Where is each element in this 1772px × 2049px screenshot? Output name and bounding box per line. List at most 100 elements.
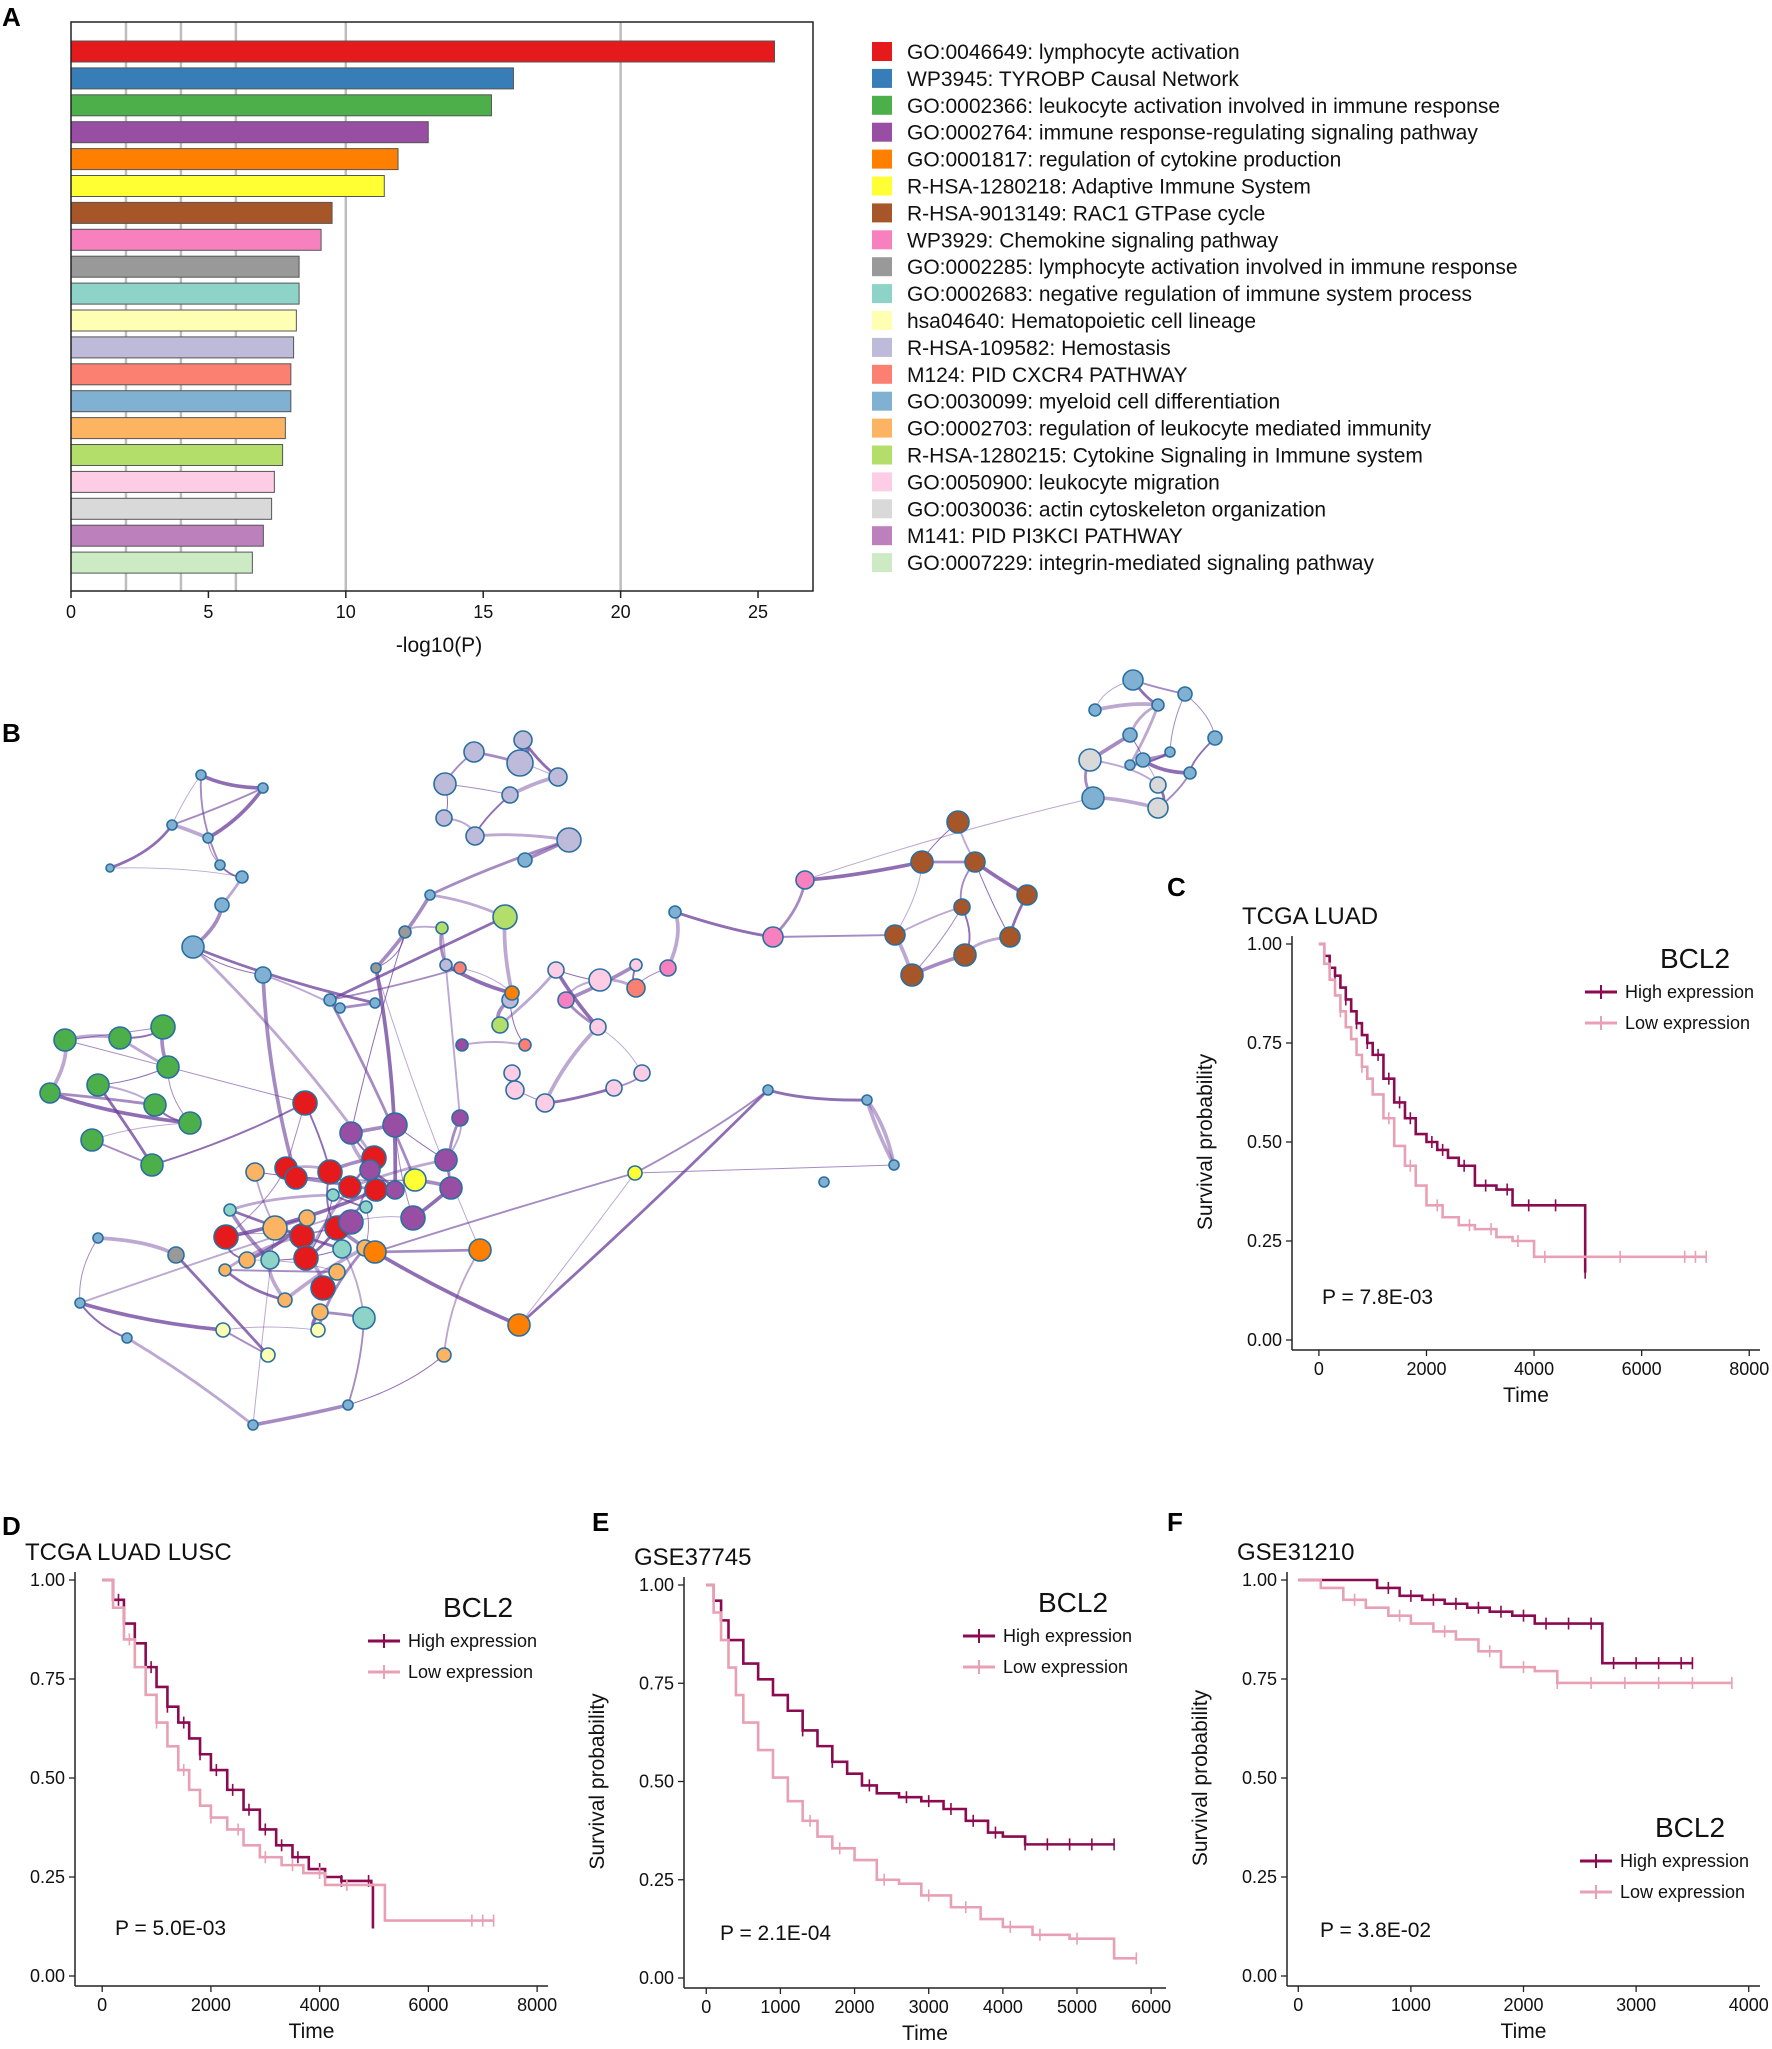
legend-swatch	[872, 553, 892, 573]
legend-label: GO:0030036: actin cytoskeleton organizat…	[907, 498, 1326, 521]
legend-swatch	[872, 42, 892, 61]
network-node	[214, 897, 230, 913]
network-node	[884, 924, 906, 946]
bar	[70, 94, 492, 117]
legend-label: GO:0046649: lymphocyte activation	[907, 41, 1240, 64]
network-node	[260, 1347, 276, 1363]
legend-label: High expression	[408, 1631, 537, 1651]
y-tick-label: 0.50	[30, 1768, 65, 1788]
network-edge	[224, 1269, 338, 1273]
bar	[70, 336, 295, 359]
network-edge	[97, 1236, 177, 1257]
network-node	[332, 1239, 352, 1259]
network-node	[492, 904, 518, 930]
x-tick-label: 2000	[191, 1995, 231, 2015]
network-edge	[804, 860, 923, 882]
network-edge	[597, 1026, 643, 1074]
network-node	[74, 1297, 86, 1309]
bar	[70, 551, 253, 574]
network-node	[215, 1322, 231, 1338]
network-node	[453, 961, 467, 975]
legend-label: WP3945: TYROBP Causal Network	[907, 68, 1239, 91]
y-tick-label: 0.50	[1247, 1132, 1282, 1152]
network-nodes	[39, 669, 1223, 1431]
network-edge	[443, 1249, 481, 1356]
network-edge	[252, 1403, 349, 1427]
legend-swatch	[872, 499, 892, 519]
high-expression-curve	[706, 1583, 1115, 1846]
network-node	[326, 1188, 340, 1202]
panel-e-km-plot: 0.00 0.25 0.50 0.75 1.00 0 1000 2000 3000 4000 500…	[586, 1544, 1171, 2045]
network-edge	[79, 1237, 99, 1304]
panel-label-a: A	[2, 2, 21, 32]
network-edge	[350, 931, 406, 1134]
plot-title: GSE31210	[1237, 1539, 1354, 1566]
network-edge	[329, 967, 461, 1001]
network-node	[105, 863, 115, 873]
network-node	[964, 851, 986, 873]
network-edge	[374, 1250, 520, 1327]
panel-a-frame	[70, 21, 814, 592]
legend-swatch	[872, 445, 892, 465]
network-node	[254, 966, 272, 984]
legend-label: WP3929: Chemokine signaling pathway	[907, 229, 1279, 252]
network-edge	[222, 1326, 319, 1331]
legend-swatch	[872, 337, 892, 357]
network-node	[140, 1153, 164, 1177]
bar	[70, 121, 429, 144]
network-node	[403, 1168, 427, 1192]
network-node	[517, 852, 533, 868]
network-node	[247, 1419, 259, 1431]
x-axis-label: Time	[1503, 1384, 1549, 1407]
network-node	[1164, 746, 1176, 758]
network-edge	[474, 833, 570, 842]
panel-b-network	[39, 669, 1223, 1431]
plot-title: TCGA LUAD	[1242, 903, 1378, 930]
network-edge	[283, 1246, 366, 1302]
network-edge	[634, 1089, 769, 1174]
network-node	[323, 993, 337, 1007]
network-node	[491, 1016, 509, 1034]
panel-a-x-axis: 0 5 10 15 20 25	[66, 591, 768, 622]
network-edge	[328, 999, 417, 1181]
legend-label: High expression	[1003, 1626, 1132, 1646]
network-edge	[207, 786, 265, 840]
network-node	[1088, 703, 1102, 717]
network-node	[150, 1014, 176, 1040]
network-edge	[461, 1041, 526, 1046]
network-node	[1081, 786, 1105, 810]
x-tick-label: 8000	[1729, 1359, 1769, 1379]
x-axis-label: Time	[1501, 2020, 1547, 2043]
network-node	[900, 963, 924, 987]
network-edge	[347, 1317, 365, 1406]
network-edge	[518, 1089, 769, 1327]
network-node	[245, 1162, 265, 1182]
x-tick-label: 15	[473, 602, 493, 622]
x-tick-label: 4000	[983, 1997, 1023, 2017]
y-tick-label: 1.00	[1242, 1570, 1277, 1590]
network-edge	[674, 910, 774, 939]
legend-label: Low expression	[408, 1662, 533, 1682]
network-edges	[48, 679, 1216, 1427]
network-node	[589, 1018, 607, 1036]
network-node	[80, 1128, 104, 1152]
network-node	[888, 1159, 900, 1171]
panel-label-c: C	[1167, 872, 1186, 902]
x-tick-label: 2000	[835, 1997, 875, 2017]
legend-label: Low expression	[1625, 1013, 1750, 1033]
network-node	[557, 991, 575, 1009]
x-tick-label: 8000	[517, 1995, 557, 2015]
y-axis-label: Survival probability	[586, 1693, 609, 1870]
x-tick-label: 0	[1314, 1359, 1324, 1379]
network-edge	[126, 1336, 254, 1427]
network-node	[433, 772, 457, 796]
bar	[70, 363, 292, 386]
legend-label: R-HSA-109582: Hemostasis	[907, 337, 1171, 360]
y-tick-label: 0.75	[1247, 1033, 1282, 1053]
network-edge	[200, 773, 264, 790]
bar	[70, 228, 322, 251]
legend-label: GO:0030099: myeloid cell differentiation	[907, 391, 1280, 414]
network-node	[547, 961, 565, 979]
network-node	[861, 1094, 873, 1106]
network-node	[284, 1166, 308, 1190]
